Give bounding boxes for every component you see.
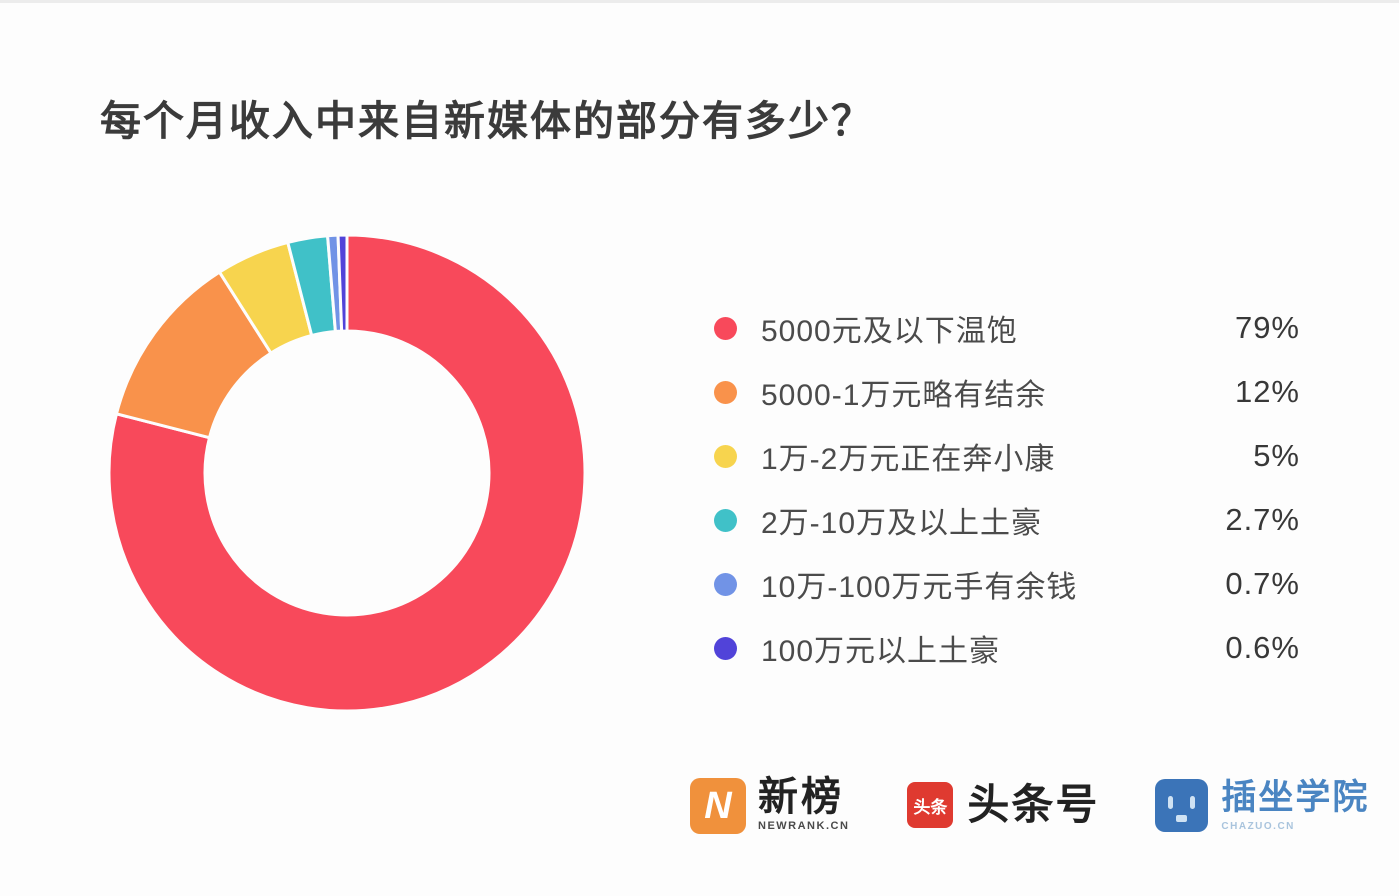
legend-label: 100万元以上土豪 [761, 635, 1001, 668]
legend-value: 0.7% [1225, 566, 1300, 601]
newrank-name: 新榜 [758, 775, 844, 819]
legend-label: 10万-100万元手有余钱 [761, 571, 1078, 604]
newrank-text: 新榜 NEWRANK.CN [758, 775, 849, 832]
legend-label: 5000元及以下温饱 [761, 315, 1018, 348]
newrank-site: NEWRANK.CN [758, 820, 850, 832]
chart-legend: 5000元及以下温饱 79% 5000-1万元略有结余 12% 1万-2万元正在奔小康 5… [705, 296, 1305, 680]
legend-value: 79% [1234, 310, 1300, 345]
legend-item: 2万-10万及以上土豪 2.7% [705, 488, 1305, 552]
footer-logos: N 新榜 NEWRANK.CN 头条 头条号 插坐学院 CHAZUO.CN [690, 775, 1369, 845]
toutiao-logo: 头条 头条号 [907, 775, 1099, 835]
chazuo-icon-right-eye [1190, 796, 1196, 809]
legend-dot [714, 636, 737, 660]
legend-value: 12% [1234, 374, 1300, 409]
legend-item: 10万-100万元手有余钱 0.7% [705, 552, 1305, 616]
donut-slice [336, 233, 349, 333]
legend-dot [714, 316, 737, 340]
newrank-logo: N 新榜 NEWRANK.CN [690, 775, 849, 834]
legend-dot [714, 444, 737, 468]
chazuo-site: CHAZUO.CN [1221, 821, 1295, 832]
legend-item: 5000元及以下温饱 79% [705, 296, 1305, 360]
legend-label: 5000-1万元略有结余 [761, 379, 1047, 412]
legend-label: 2万-10万及以上土豪 [761, 507, 1043, 540]
legend-value: 0.6% [1225, 630, 1300, 665]
legend-dot [714, 380, 737, 404]
donut-chart [107, 233, 587, 713]
page-title: 每个月收入中来自新媒体的部分有多少？ [100, 98, 874, 144]
donut-slice [107, 233, 587, 713]
toutiao-name: 头条号 [967, 781, 1100, 828]
legend-value: 2.7% [1225, 502, 1300, 537]
legend-value: 5% [1253, 438, 1300, 473]
toutiao-icon: 头条 [907, 782, 954, 828]
chazuo-face-icon [1155, 779, 1209, 832]
donut-chart-container [102, 228, 592, 718]
chazuo-icon-mouth [1176, 815, 1188, 822]
chazuo-text: 插坐学院 CHAZUO.CN [1221, 775, 1369, 832]
legend-item: 1万-2万元正在奔小康 5% [705, 424, 1305, 488]
legend-dot [714, 572, 737, 596]
legend-item: 100万元以上土豪 0.6% [705, 616, 1305, 680]
newrank-icon: N [690, 778, 746, 834]
chazuo-icon-left-eye [1168, 796, 1174, 809]
legend-dot [714, 508, 737, 532]
legend-label: 1万-2万元正在奔小康 [761, 443, 1056, 476]
chazuo-name: 插坐学院 [1221, 778, 1370, 817]
chazuo-logo: 插坐学院 CHAZUO.CN [1155, 775, 1369, 832]
legend-item: 5000-1万元略有结余 12% [705, 360, 1305, 424]
